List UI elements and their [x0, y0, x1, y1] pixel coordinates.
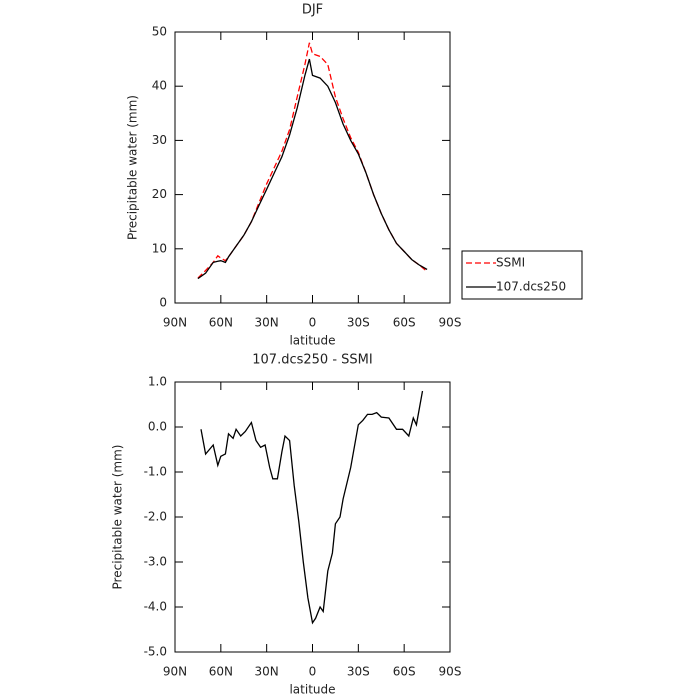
x-tick-label: 30N [255, 665, 279, 679]
y-tick-label: -4.0 [144, 600, 167, 614]
x-axis-label: latitude [289, 334, 335, 348]
y-tick-label: -1.0 [144, 465, 167, 479]
y-tick-label: 20 [152, 187, 167, 201]
chart-title: DJF [302, 3, 323, 18]
y-axis-label: Precipitable water (mm) [111, 445, 125, 590]
line [197, 42, 428, 279]
x-tick-label: 60S [393, 665, 416, 679]
x-tick-label: 60N [209, 665, 233, 679]
x-tick-label: 30N [255, 316, 279, 330]
plot-frame [174, 31, 451, 304]
legend-label: SSMI [496, 256, 525, 270]
chart-title: 107.dcs250 - SSMI [252, 353, 372, 368]
x-tick-label: 90N [163, 316, 187, 330]
legend-box [461, 250, 583, 300]
line [200, 390, 424, 625]
x-tick-label: 90N [163, 665, 187, 679]
y-tick-label: 40 [152, 79, 167, 93]
line [197, 58, 428, 280]
y-tick-label: 10 [152, 241, 167, 255]
y-tick-label: -3.0 [144, 555, 167, 569]
x-tick-label: 60S [393, 316, 416, 330]
y-tick-label: 0 [159, 296, 167, 310]
y-axis-label: Precipitable water (mm) [126, 95, 140, 240]
y-tick-label: 30 [152, 133, 167, 147]
y-tick-label: 1.0 [148, 375, 167, 389]
plot-frame [174, 381, 451, 653]
x-tick-label: 0 [309, 316, 317, 330]
x-tick-label: 90S [439, 316, 462, 330]
y-tick-label: 0.0 [148, 420, 167, 434]
legend-label: 107.dcs250 [496, 280, 566, 294]
x-tick-label: 90S [439, 665, 462, 679]
x-tick-label: 30S [347, 316, 370, 330]
x-tick-label: 60N [209, 316, 233, 330]
y-tick-label: -2.0 [144, 510, 167, 524]
y-tick-label: -5.0 [144, 645, 167, 659]
x-tick-label: 0 [309, 665, 317, 679]
x-tick-label: 30S [347, 665, 370, 679]
x-axis-label: latitude [289, 683, 335, 697]
y-tick-label: 50 [152, 25, 167, 39]
